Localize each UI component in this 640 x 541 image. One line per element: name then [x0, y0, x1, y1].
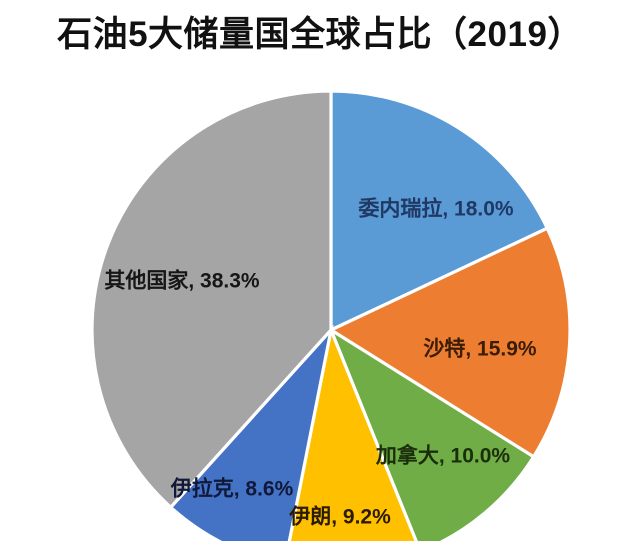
pie-slices-group	[90, 89, 572, 541]
pie-slice-5[interactable]	[168, 324, 334, 541]
pie-slice-1[interactable]	[329, 89, 550, 333]
pie-slice-label-2: 沙特, 15.9%	[423, 337, 537, 361]
pie-labels-group: 委内瑞拉, 18.0% 沙特, 15.9% 加拿大, 10.0% 伊朗, 9.2% 伊拉…	[104, 197, 537, 529]
pie-slice-label-3: 加拿大, 10.0%	[375, 444, 511, 468]
pie-slice-label-1: 委内瑞拉, 18.0%	[357, 197, 514, 221]
chart-title: 石油5大储量国全球占比（2019）	[57, 15, 583, 54]
pie-slice-6[interactable]	[90, 89, 333, 510]
pie-slice-label-4: 伊朗, 9.2%	[288, 506, 391, 529]
pie-slice-label-5: 伊拉克, 8.6%	[170, 477, 294, 501]
pie-slice-3[interactable]	[327, 326, 536, 541]
pie-slice-2[interactable]	[327, 226, 572, 459]
pie-slice-label-6: 其他国家, 38.3%	[104, 269, 260, 293]
